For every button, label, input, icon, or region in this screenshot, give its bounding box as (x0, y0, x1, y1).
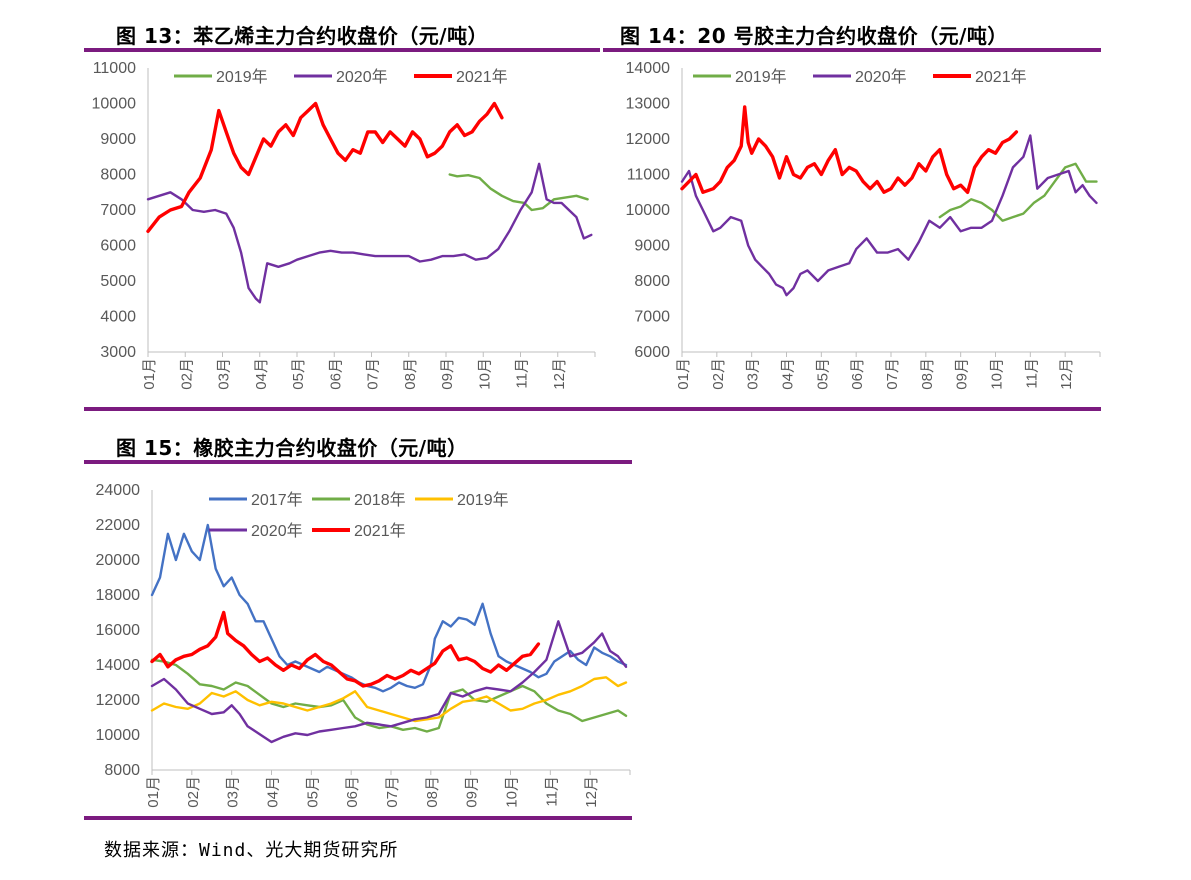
y-tick-label-11000: 11000 (627, 167, 670, 184)
x-tick-label-1: 01月 (145, 776, 162, 808)
y-tick-label-5000: 5000 (100, 273, 136, 290)
legend-label-2021: 2021年 (354, 522, 406, 540)
series-line-2017 (150, 523, 628, 693)
x-tick-label-2: 02月 (710, 358, 727, 390)
x-tick-label-12: 12月 (583, 776, 600, 808)
legend-label-2021: 2021年 (456, 68, 508, 86)
y-tick-label-7000: 7000 (634, 309, 670, 326)
series-line-2019 (938, 162, 1098, 222)
x-tick-label-1: 01月 (675, 358, 692, 390)
footer-rule (84, 816, 632, 820)
x-tick-label-6: 06月 (327, 358, 344, 390)
x-tick-label-3: 03月 (216, 358, 233, 390)
x-tick-label-9: 09月 (464, 776, 481, 808)
y-tick-label-22000: 22000 (96, 517, 141, 534)
y-tick-label-11000: 11000 (93, 60, 136, 77)
series-line-2020 (680, 134, 1098, 297)
series-line-2021 (150, 610, 541, 688)
legend-label-2019: 2019年 (735, 68, 787, 86)
x-tick-label-5: 05月 (290, 358, 307, 390)
chart14-title: 图 14：20 号胶主力合约收盘价（元/吨） (620, 24, 1008, 48)
chart14-title-rule (603, 48, 1101, 52)
chart14-tsr20-price: 6000 7000 8000 9000 10000 11000 12000 13000 1400… (626, 60, 1101, 390)
series-line-2019 (150, 676, 628, 723)
y-tick-label-12000: 12000 (96, 692, 141, 709)
x-tick-label-7: 07月 (365, 358, 382, 390)
legend-label-2021: 2021年 (975, 68, 1027, 86)
legend-label-2020: 2020年 (336, 68, 388, 86)
legend-label-2019: 2019年 (216, 68, 268, 86)
x-tick-label-6: 06月 (849, 358, 866, 390)
legend-label-2017: 2017年 (251, 491, 303, 509)
y-tick-label-10000: 10000 (92, 96, 137, 113)
x-tick-label-2: 02月 (178, 358, 195, 390)
x-tick-label-5: 05月 (814, 358, 831, 390)
x-tick-label-4: 04月 (780, 358, 797, 390)
chart15-rubber-price: 8000 10000 12000 14000 16000 18000 20000 22000 2… (96, 482, 631, 808)
x-tick-label-8: 08月 (402, 358, 419, 390)
x-tick-label-9: 09月 (954, 358, 971, 390)
y-tick-label-20000: 20000 (96, 552, 141, 569)
chart13-title-rule (84, 48, 600, 52)
y-tick-label-14000: 14000 (626, 60, 671, 77)
x-tick-label-2: 02月 (185, 776, 202, 808)
legend-label-2020: 2020年 (855, 68, 907, 86)
chart15-title-rule (84, 460, 632, 464)
x-tick-label-4: 04月 (253, 358, 270, 390)
x-tick-label-12: 12月 (551, 358, 568, 390)
y-tick-label-4000: 4000 (100, 309, 136, 326)
y-tick-label-24000: 24000 (96, 482, 141, 499)
x-tick-label-1: 01月 (141, 358, 158, 390)
y-tick-label-3000: 3000 (100, 344, 136, 361)
x-tick-label-9: 09月 (439, 358, 456, 390)
x-tick-label-3: 03月 (745, 358, 762, 390)
y-tick-label-9000: 9000 (100, 131, 136, 148)
y-tick-label-10000: 10000 (96, 727, 141, 744)
x-tick-label-6: 06月 (344, 776, 361, 808)
x-tick-label-8: 08月 (919, 358, 936, 390)
series-line-2020 (150, 620, 628, 744)
series-line-2019 (448, 173, 589, 212)
chart15-title: 图 15：橡胶主力合约收盘价（元/吨） (116, 436, 468, 460)
x-tick-label-11: 11月 (543, 776, 560, 807)
legend-label-2018: 2018年 (354, 491, 406, 509)
y-tick-label-6000: 6000 (634, 344, 670, 361)
series-line-2021 (680, 105, 1019, 195)
series-line-2021 (146, 101, 504, 234)
y-tick-label-18000: 18000 (96, 587, 141, 604)
x-tick-label-4: 04月 (265, 776, 282, 808)
y-tick-label-6000: 6000 (100, 238, 136, 255)
y-tick-label-7000: 7000 (100, 202, 136, 219)
y-tick-label-10000: 10000 (626, 202, 671, 219)
y-tick-label-12000: 12000 (626, 131, 671, 148)
x-tick-label-11: 11月 (514, 358, 531, 389)
x-tick-label-5: 05月 (304, 776, 321, 808)
y-tick-label-14000: 14000 (96, 657, 141, 674)
legend-label-2020: 2020年 (251, 522, 303, 540)
x-tick-label-8: 08月 (424, 776, 441, 808)
series-line-2020 (146, 162, 593, 304)
y-tick-label-13000: 13000 (626, 96, 671, 113)
chart13-title: 图 13：苯乙烯主力合约收盘价（元/吨） (116, 24, 489, 48)
y-tick-label-16000: 16000 (96, 622, 141, 639)
y-tick-label-8000: 8000 (100, 167, 136, 184)
x-tick-label-12: 12月 (1058, 358, 1075, 390)
data-source-note: 数据来源：Wind、光大期货研究所 (104, 840, 399, 861)
chart13-styrene-price: 3000 4000 5000 6000 7000 8000 9000 10000 11000 01… (92, 60, 596, 390)
x-tick-label-10: 10月 (504, 776, 521, 808)
x-tick-label-3: 03月 (225, 776, 242, 808)
x-tick-label-7: 07月 (384, 776, 401, 808)
x-tick-label-11: 11月 (1023, 358, 1040, 389)
y-tick-label-9000: 9000 (634, 238, 670, 255)
y-tick-label-8000: 8000 (104, 762, 140, 779)
x-tick-label-7: 07月 (884, 358, 901, 390)
x-tick-label-10: 10月 (989, 358, 1006, 390)
section-divider (84, 407, 1101, 411)
y-tick-label-8000: 8000 (634, 273, 670, 290)
x-tick-label-10: 10月 (476, 358, 493, 390)
legend-label-2019: 2019年 (457, 491, 509, 509)
